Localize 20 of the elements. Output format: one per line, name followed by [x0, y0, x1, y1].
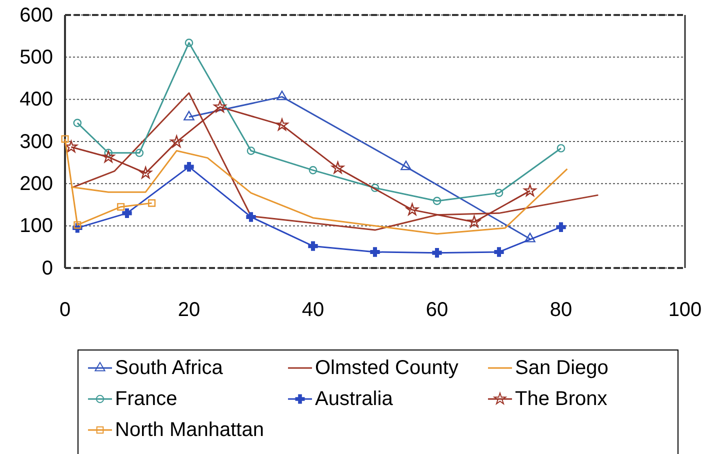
y-tick-label: 400 — [20, 88, 53, 111]
legend-label: San Diego — [515, 357, 608, 379]
x-tick-label: 0 — [59, 299, 71, 322]
legend-label: South Africa — [115, 357, 224, 379]
x-tick-label: 60 — [426, 299, 448, 322]
x-tick-label: 40 — [302, 299, 324, 322]
x-tick-label: 80 — [550, 299, 572, 322]
y-tick-label: 0 — [42, 257, 53, 280]
legend-label: Olmsted County — [315, 357, 458, 379]
legend-label: North Manhattan — [115, 419, 264, 441]
legend-label: France — [115, 388, 178, 410]
y-tick-label: 100 — [20, 215, 53, 238]
y-tick-label: 600 — [20, 4, 53, 26]
x-tick-label: 20 — [178, 299, 200, 322]
y-tick-label: 300 — [20, 130, 53, 153]
y-tick-label: 500 — [20, 46, 53, 69]
y-tick-label: 200 — [20, 173, 53, 196]
x-tick-label: 100 — [668, 299, 702, 322]
legend-label: The Bronx — [515, 388, 608, 410]
legend-label: Australia — [315, 388, 394, 410]
